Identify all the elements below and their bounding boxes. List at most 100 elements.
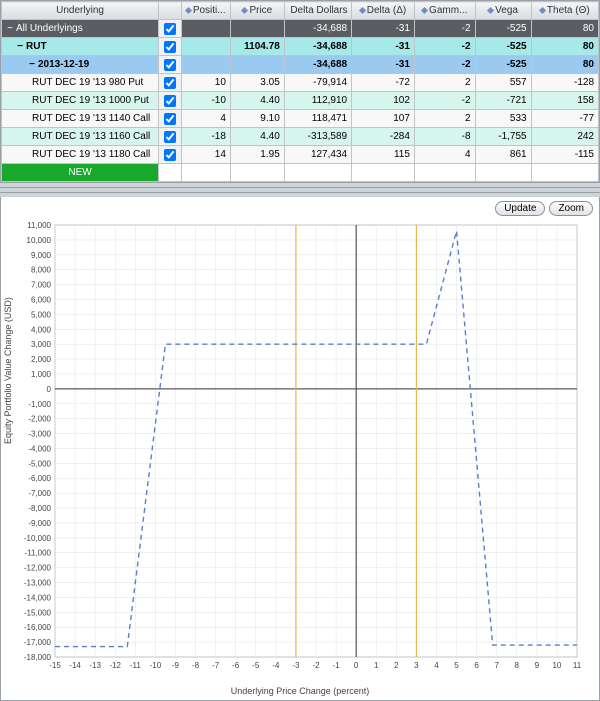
- cell-theta: -128: [531, 74, 598, 92]
- svg-text:-8,000: -8,000: [28, 504, 51, 513]
- column-header-position[interactable]: Positi...: [181, 2, 230, 20]
- cell-theta: 80: [531, 56, 598, 74]
- cell-gamma: -2: [414, 56, 475, 74]
- svg-text:0: 0: [354, 661, 359, 670]
- row-label: RUT DEC 19 '13 1160 Call: [32, 131, 150, 142]
- cell-vega: -1,755: [475, 128, 531, 146]
- svg-text:-9: -9: [172, 661, 180, 670]
- svg-text:11,000: 11,000: [27, 221, 51, 230]
- cell-price: 4.40: [230, 92, 284, 110]
- svg-text:-7,000: -7,000: [28, 489, 51, 498]
- cell-theta: 158: [531, 92, 598, 110]
- row-checkbox[interactable]: [164, 113, 176, 125]
- collapse-toggle-icon[interactable]: −: [28, 59, 36, 70]
- svg-text:6,000: 6,000: [31, 295, 52, 304]
- cell-position: 4: [181, 110, 230, 128]
- svg-text:1: 1: [374, 661, 379, 670]
- row-checkbox[interactable]: [164, 131, 176, 143]
- svg-text:-3: -3: [292, 661, 300, 670]
- svg-text:-15,000: -15,000: [24, 608, 52, 617]
- svg-text:-13: -13: [89, 661, 101, 670]
- table-row[interactable]: RUT DEC 19 '13 980 Put103.05-79,914-7225…: [2, 74, 599, 92]
- row-label: RUT DEC 19 '13 1180 Call: [32, 149, 150, 160]
- svg-text:-10,000: -10,000: [24, 534, 52, 543]
- cell-price: 3.05: [230, 74, 284, 92]
- row-label: RUT DEC 19 '13 980 Put: [32, 77, 143, 88]
- table-row[interactable]: −All Underlyings-34,688-31-2-52580: [2, 20, 599, 38]
- table-row[interactable]: −2013-12-19-34,688-31-2-52580: [2, 56, 599, 74]
- row-checkbox[interactable]: [164, 149, 176, 161]
- svg-text:8,000: 8,000: [31, 266, 52, 275]
- cell-vega: 861: [475, 146, 531, 164]
- table-row[interactable]: −RUT1104.78-34,688-31-2-52580: [2, 38, 599, 56]
- new-row[interactable]: NEW: [2, 164, 599, 182]
- column-header-vega[interactable]: Vega: [475, 2, 531, 20]
- table-header-row: Underlying Positi...PriceDelta DollarsDel…: [2, 2, 599, 20]
- svg-text:7: 7: [494, 661, 499, 670]
- cell-deltadollars: 118,471: [284, 110, 351, 128]
- zoom-button[interactable]: Zoom: [549, 201, 593, 216]
- splitter-handle[interactable]: [0, 187, 600, 193]
- svg-text:-11: -11: [130, 661, 142, 670]
- svg-text:-2,000: -2,000: [28, 415, 51, 424]
- table-row[interactable]: RUT DEC 19 '13 1180 Call141.95127,434115…: [2, 146, 599, 164]
- collapse-toggle-icon[interactable]: −: [16, 41, 24, 52]
- cell-position: -10: [181, 92, 230, 110]
- cell-gamma: -2: [414, 38, 475, 56]
- column-header-theta[interactable]: Theta (Θ): [531, 2, 598, 20]
- row-checkbox[interactable]: [164, 59, 176, 71]
- cell-delta: -31: [352, 38, 415, 56]
- svg-text:-6,000: -6,000: [28, 474, 51, 483]
- sort-diamond-icon: [421, 7, 428, 14]
- column-header-delta[interactable]: Delta (Δ): [352, 2, 415, 20]
- column-header-underlying[interactable]: Underlying: [2, 2, 159, 20]
- svg-text:8: 8: [515, 661, 520, 670]
- column-header-deltadollars[interactable]: Delta Dollars: [284, 2, 351, 20]
- svg-text:4,000: 4,000: [31, 325, 52, 334]
- table-row[interactable]: RUT DEC 19 '13 1140 Call49.10118,4711072…: [2, 110, 599, 128]
- cell-vega: 557: [475, 74, 531, 92]
- cell-theta: -77: [531, 110, 598, 128]
- column-header-price[interactable]: Price: [230, 2, 284, 20]
- row-checkbox[interactable]: [164, 95, 176, 107]
- svg-text:3,000: 3,000: [31, 340, 52, 349]
- svg-text:-9,000: -9,000: [28, 519, 51, 528]
- cell-gamma: -8: [414, 128, 475, 146]
- row-label: RUT DEC 19 '13 1000 Put: [32, 95, 149, 106]
- table-row[interactable]: RUT DEC 19 '13 1000 Put-104.40112,910102…: [2, 92, 599, 110]
- svg-text:-3,000: -3,000: [28, 430, 51, 439]
- cell-delta: 107: [352, 110, 415, 128]
- update-button[interactable]: Update: [495, 201, 545, 216]
- column-header-chk[interactable]: [159, 2, 181, 20]
- svg-text:6: 6: [474, 661, 479, 670]
- cell-theta: 80: [531, 38, 598, 56]
- svg-text:10,000: 10,000: [27, 236, 52, 245]
- svg-text:-6: -6: [232, 661, 240, 670]
- positions-panel: Underlying Positi...PriceDelta DollarsDel…: [0, 0, 600, 183]
- svg-text:-18,000: -18,000: [24, 653, 52, 662]
- svg-text:-14: -14: [69, 661, 81, 670]
- row-label: 2013-12-19: [38, 59, 89, 70]
- row-checkbox[interactable]: [164, 41, 176, 53]
- svg-text:5: 5: [454, 661, 459, 670]
- cell-price: [230, 20, 284, 38]
- svg-text:1,000: 1,000: [31, 370, 52, 379]
- row-checkbox[interactable]: [164, 23, 176, 35]
- cell-position: [181, 38, 230, 56]
- collapse-toggle-icon[interactable]: −: [6, 23, 14, 34]
- cell-position: 10: [181, 74, 230, 92]
- cell-price: 9.10: [230, 110, 284, 128]
- svg-text:-10: -10: [150, 661, 162, 670]
- svg-text:-15: -15: [49, 661, 61, 670]
- row-checkbox[interactable]: [164, 77, 176, 89]
- svg-text:3: 3: [414, 661, 419, 670]
- table-row[interactable]: RUT DEC 19 '13 1160 Call-184.40-313,589-…: [2, 128, 599, 146]
- cell-delta: -72: [352, 74, 415, 92]
- column-header-gamma[interactable]: Gamm...: [414, 2, 475, 20]
- cell-delta: 102: [352, 92, 415, 110]
- cell-gamma: -2: [414, 20, 475, 38]
- svg-text:9,000: 9,000: [31, 251, 52, 260]
- cell-deltadollars: -79,914: [284, 74, 351, 92]
- svg-text:11: 11: [573, 661, 582, 670]
- cell-gamma: 2: [414, 110, 475, 128]
